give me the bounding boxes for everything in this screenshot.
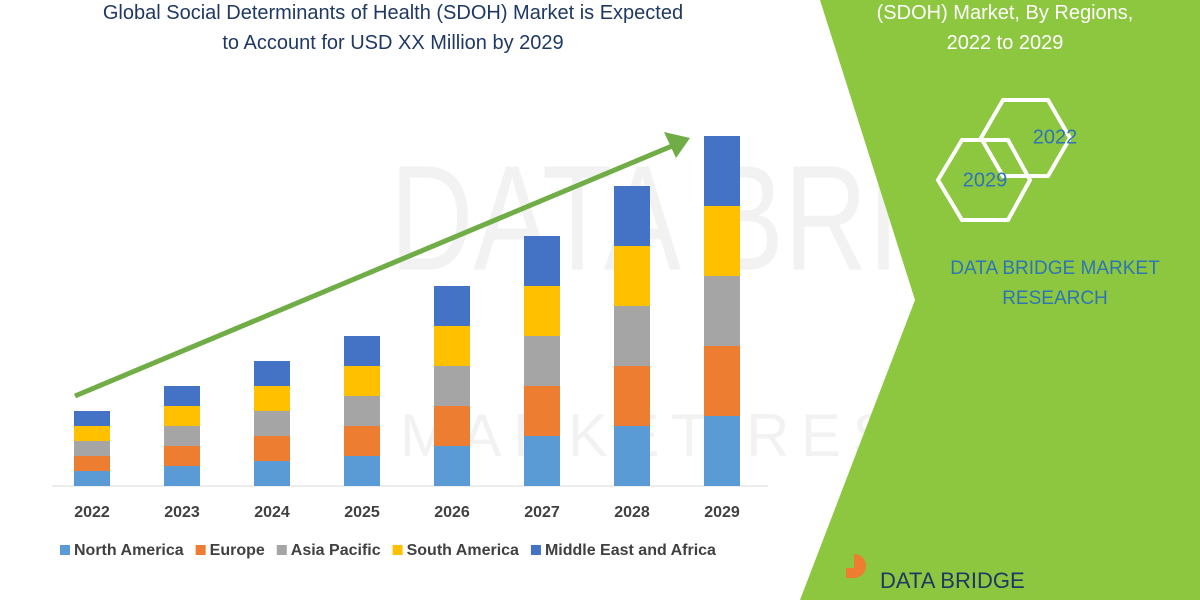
legend-swatch <box>530 545 541 555</box>
bar-segment <box>614 426 650 486</box>
trend-arrow <box>74 143 673 399</box>
bar-segment <box>74 456 110 471</box>
panel-heading: (SDOH) Market, By Regions, 2022 to 2029 <box>876 2 1134 54</box>
bar-segment <box>254 361 290 386</box>
chart-title: Global Social Determinants of Health (SD… <box>102 2 684 54</box>
legend-label: Middle East and Africa <box>545 542 716 559</box>
logo: DATA BRIDGE <box>880 568 1025 593</box>
x-tick-label: 2025 <box>344 504 380 521</box>
bar-segment <box>164 466 200 486</box>
x-tick-label: 2028 <box>614 504 650 521</box>
bar-segment <box>164 406 200 426</box>
x-tick-label: 2022 <box>74 504 110 521</box>
hexagon <box>978 98 1073 178</box>
bar-segment <box>164 446 200 466</box>
x-tick-label: 2027 <box>524 504 560 521</box>
hex-label: 2029 <box>963 169 1008 191</box>
bar-segment <box>74 471 110 486</box>
hex-label: 2022 <box>1033 126 1078 148</box>
legend-label: Asia Pacific <box>291 542 381 559</box>
bar-segment <box>614 186 650 246</box>
x-tick-label: 2029 <box>704 504 740 521</box>
x-tick-label: 2023 <box>164 504 200 521</box>
x-tick-label: 2026 <box>434 504 470 521</box>
bar-segment <box>434 286 470 326</box>
bar-segment <box>344 426 380 456</box>
bar-segment <box>704 206 740 276</box>
bar-segment <box>254 461 290 486</box>
legend-swatch <box>276 545 287 555</box>
bar-segment <box>344 336 380 366</box>
bar-segment <box>704 416 740 486</box>
bar-segment <box>524 436 560 486</box>
bar-segment <box>74 411 110 426</box>
bar-segment <box>254 436 290 461</box>
bar-segment <box>434 326 470 366</box>
bar-segment <box>434 446 470 486</box>
bar-segment <box>704 346 740 416</box>
bar-segment <box>344 456 380 486</box>
legend-label: North America <box>74 542 184 559</box>
side-panel <box>800 0 1200 600</box>
bar-segment <box>344 396 380 426</box>
bar-segment <box>524 236 560 286</box>
bar-segment <box>614 246 650 306</box>
arrow-head <box>664 132 690 158</box>
legend-label: South America <box>407 542 519 559</box>
brand: DATA BRIDGE MARKET RESEARCH <box>950 258 1160 309</box>
bar-segment <box>164 426 200 446</box>
legend-swatch <box>392 545 403 555</box>
bar-segment <box>614 366 650 426</box>
hexagon <box>935 138 1033 222</box>
legend-swatch <box>195 545 206 555</box>
logo-icon <box>846 554 866 578</box>
bar-segment <box>524 386 560 436</box>
bar-segment <box>434 366 470 406</box>
legend-swatch <box>60 545 70 555</box>
bar-segment <box>74 426 110 441</box>
x-tick-label: 2024 <box>254 504 290 521</box>
bar-segment <box>524 286 560 336</box>
legend-label: Europe <box>210 542 265 559</box>
bar-segment <box>704 136 740 206</box>
bar-segment <box>74 441 110 456</box>
bar-segment <box>524 336 560 386</box>
bar-segment <box>254 411 290 436</box>
bar-segment <box>164 386 200 406</box>
bar-segment <box>614 306 650 366</box>
bar-segment <box>344 366 380 396</box>
bar-segment <box>704 276 740 346</box>
bar-segment <box>254 386 290 411</box>
bar-segment <box>434 406 470 446</box>
